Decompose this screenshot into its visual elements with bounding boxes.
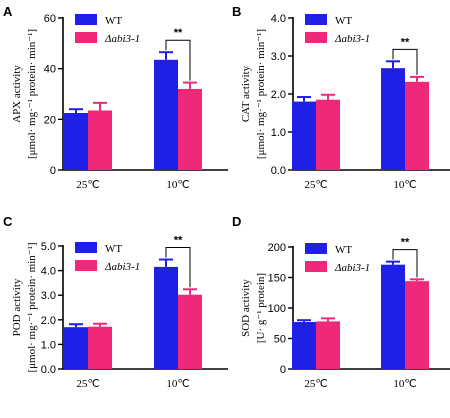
- panel-b: B CAT activity [μmol· mg·⁻¹ protein· min⁻¹…: [232, 4, 450, 191]
- x-category-label: 10℃: [166, 179, 189, 191]
- significance-bracket: [392, 249, 418, 278]
- bar-mutant: [88, 110, 112, 170]
- y-tick-label: 4.0: [271, 13, 286, 25]
- bar-mutant: [178, 294, 202, 369]
- panel-a: A APX activity [μmol· mg·⁻¹ protein· min⁻¹…: [3, 4, 228, 191]
- panel-c: C POD activity [μmol· mg·⁻¹ protein· min⁻¹…: [3, 214, 228, 390]
- legend-label-wt: WT: [105, 243, 122, 255]
- y-axis-label: SOD activity: [240, 279, 252, 337]
- legend-label-wt: WT: [335, 244, 352, 256]
- y-tick-label: 4.0: [41, 266, 56, 278]
- legend-swatch-wt: [75, 14, 97, 25]
- y-tick-label: 1.0: [41, 339, 56, 351]
- bar-wt: [154, 266, 178, 369]
- bar-mutant: [178, 88, 202, 170]
- bar-wt: [381, 68, 405, 170]
- panel-d: D SOD activity [U· g⁻¹ protein] 0 50 100 150 20…: [232, 214, 450, 390]
- significance-label: **: [401, 237, 410, 249]
- panel-letter: C: [3, 214, 13, 229]
- bar-mutant: [405, 81, 429, 170]
- legend-swatch-mutant: [305, 32, 327, 43]
- y-axis-label: POD activity: [11, 278, 23, 336]
- legend-swatch-mutant: [75, 32, 97, 43]
- y-tick-label: 3.0: [271, 51, 286, 63]
- y-tick-label: 150: [268, 273, 286, 285]
- x-category-label: 10℃: [166, 378, 189, 390]
- y-tick-label: 3.0: [41, 290, 56, 302]
- bar-wt: [381, 264, 405, 369]
- y-tick-label: 1.0: [271, 127, 286, 139]
- y-axis-label: APX activity: [11, 65, 23, 123]
- significance-bracket: [165, 247, 191, 288]
- y-tick-label: 0.0: [271, 165, 286, 177]
- panel-letter: D: [232, 214, 241, 229]
- y-tick-label: 2.0: [41, 315, 56, 327]
- legend-label-wt: WT: [335, 15, 352, 27]
- y-tick-label: 5.0: [41, 241, 56, 253]
- y-tick-label: 100: [268, 303, 286, 315]
- x-category-label: 10℃: [393, 378, 416, 390]
- y-axis-label: CAT activity: [240, 65, 252, 122]
- significance-label: **: [174, 235, 183, 247]
- bar-wt: [64, 113, 88, 170]
- x-category-label: 25℃: [304, 378, 327, 390]
- y-tick-label: 40: [44, 64, 56, 76]
- legend-swatch-wt: [305, 243, 327, 254]
- y-tick-label: 60: [44, 13, 56, 25]
- significance-bracket: [165, 39, 191, 81]
- y-tick-label: 50: [274, 334, 286, 346]
- x-category-label: 25℃: [76, 378, 99, 390]
- x-category-label: 10℃: [393, 179, 416, 191]
- legend-label-mutant: Δabi3-1: [104, 33, 140, 45]
- x-category-label: 25℃: [76, 179, 99, 191]
- y-axis-unit-label: [μmol· mg·⁻¹ protein· min⁻¹]: [26, 242, 38, 372]
- bar-mutant: [316, 321, 340, 369]
- bar-wt: [292, 101, 316, 170]
- legend-label-wt: WT: [105, 15, 122, 27]
- legend-label-mutant: Δabi3-1: [104, 261, 140, 273]
- y-tick-label: 2.0: [271, 89, 286, 101]
- significance-bracket: [392, 48, 418, 75]
- legend-label-mutant: Δabi3-1: [334, 262, 370, 274]
- legend-swatch-mutant: [75, 260, 97, 271]
- legend-swatch-wt: [305, 14, 327, 25]
- y-tick-label: 200: [268, 242, 286, 254]
- legend-swatch-mutant: [305, 261, 327, 272]
- significance-label: **: [174, 27, 183, 39]
- bar-wt: [64, 327, 88, 369]
- legend-swatch-wt: [75, 242, 97, 253]
- x-category-label: 25℃: [304, 179, 327, 191]
- y-tick-label: 20: [44, 114, 56, 126]
- panel-letter: A: [3, 4, 13, 19]
- bar-wt: [292, 322, 316, 369]
- y-tick-label: 0.0: [41, 364, 56, 376]
- legend-label-mutant: Δabi3-1: [334, 33, 370, 45]
- panel-letter: B: [232, 4, 241, 19]
- y-axis-unit-label: [U· g⁻¹ protein]: [255, 273, 267, 343]
- bar-mutant: [405, 281, 429, 369]
- y-axis-unit-label: [μmol· mg·⁻¹ protein· min⁻¹]: [255, 29, 267, 159]
- bar-wt: [154, 59, 178, 170]
- significance-label: **: [401, 36, 410, 48]
- bar-mutant: [316, 99, 340, 170]
- y-tick-label: 0: [280, 364, 286, 376]
- y-tick-label: 0: [50, 165, 56, 177]
- y-axis-unit-label: [μmol· mg·⁻¹ protein· min⁻¹]: [26, 29, 38, 159]
- bar-mutant: [88, 326, 112, 369]
